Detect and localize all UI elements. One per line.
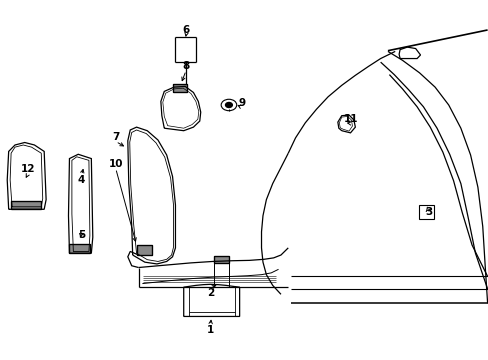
- Text: 2: 2: [206, 288, 214, 297]
- Text: 4: 4: [78, 175, 85, 185]
- Bar: [136, 245, 152, 255]
- Bar: [69, 244, 90, 253]
- Text: 8: 8: [182, 61, 189, 71]
- Text: 11: 11: [344, 114, 358, 124]
- Text: 7: 7: [112, 132, 119, 142]
- Bar: [11, 201, 41, 209]
- Text: 1: 1: [206, 325, 214, 335]
- Text: 10: 10: [108, 159, 122, 169]
- Text: 5: 5: [78, 230, 85, 240]
- Bar: [214, 256, 228, 263]
- Text: 9: 9: [238, 98, 245, 108]
- Circle shape: [225, 103, 232, 108]
- Bar: [172, 84, 187, 93]
- Text: 6: 6: [182, 25, 189, 35]
- Text: 12: 12: [21, 164, 35, 174]
- Text: 3: 3: [425, 207, 432, 217]
- Bar: [418, 205, 433, 219]
